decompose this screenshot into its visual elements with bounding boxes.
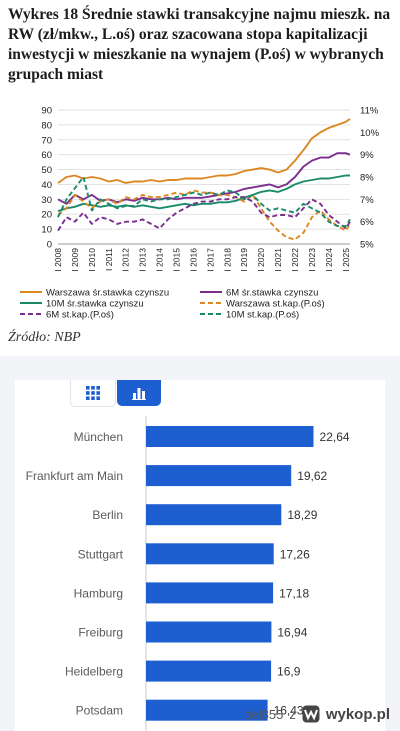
series-line: [57, 118, 351, 184]
y-right-tick-label: 6%: [360, 217, 374, 228]
table-view-button[interactable]: [70, 380, 116, 407]
y-left-tick-label: 10: [41, 225, 52, 236]
legend-label: 10M śr.stawka czynszu: [46, 299, 144, 310]
x-tick-label: I 2008: [53, 248, 63, 272]
legend-label: Warszawa śr.stawka czynszu: [46, 288, 169, 299]
source-note: Źródło: NBP: [8, 330, 81, 345]
series-line: [57, 189, 351, 241]
bar-chart-card: München 22,64 Frankfurt am Main 19,62 Berlin…: [15, 380, 385, 731]
chart-view-button[interactable]: [117, 380, 161, 406]
series-line: [57, 176, 351, 228]
bar-category-label: München: [74, 430, 123, 444]
bar-category-label: Potsdam: [76, 704, 123, 718]
x-tick-label: I 2019: [239, 248, 249, 272]
y-right-tick-label: 5%: [360, 240, 374, 251]
y-right-tick-label: 7%: [360, 195, 374, 206]
x-tick-label: I 2009: [70, 248, 80, 272]
bar-category-label: Berlin: [92, 508, 123, 522]
watermark-username: del855: [244, 706, 284, 722]
bar-category-label: Stuttgart: [78, 547, 124, 561]
x-tick-label: I 2025: [341, 248, 351, 272]
y-left-tick-label: 0: [47, 240, 52, 251]
y-left-tick-label: 50: [41, 165, 52, 176]
y-right-tick-label: 11%: [360, 106, 379, 117]
x-tick-label: I 2021: [273, 248, 283, 272]
series-line: [57, 174, 350, 213]
y-left-tick-label: 20: [41, 210, 52, 221]
rent-line-chart: 0 10 20 30 40 50 60 70 80 90 5% 6% 7% 8% 9% 10% 11% I 200…: [20, 106, 380, 321]
bar: [146, 426, 314, 447]
x-tick-label: I 2024: [324, 248, 334, 272]
bar-value-label: 19,62: [297, 469, 327, 483]
legend-label: 6M st.kap.(P.oś): [46, 310, 114, 321]
bar-value-label: 16,43: [274, 704, 304, 718]
x-tick-label: I 2010: [87, 248, 97, 272]
bar: [146, 582, 274, 604]
bar-value-label: 22,64: [320, 430, 350, 444]
watermark-separator: z: [289, 706, 296, 722]
rent-chart-panel: 0 10 20 30 40 50 60 70 80 90 5% 6% 7% 8% 9% 10% 11% I 200…: [0, 0, 400, 356]
bar-chart-icon: [132, 388, 146, 400]
bar-value-label: 18,29: [287, 508, 317, 522]
legend-label: Warszawa st.kap.(P.oś): [226, 299, 325, 310]
bar-value-label: 17,26: [280, 547, 310, 561]
city-rent-bar-chart: München 22,64 Frankfurt am Main 19,62 Berlin…: [26, 416, 350, 731]
x-tick-label: I 2012: [121, 248, 131, 272]
watermark-brand: wykop.pl: [325, 705, 390, 723]
legend-label: 6M śr.stawka czynszu: [226, 288, 318, 299]
y-right-tick-label: 10%: [360, 128, 380, 139]
x-tick-label: I 2017: [205, 248, 215, 272]
bar: [146, 504, 282, 526]
y-right-tick-label: 8%: [360, 173, 374, 184]
y-left-tick-label: 70: [41, 135, 52, 146]
y-right-tick-label: 9%: [360, 150, 374, 161]
wykop-watermark: del855 z wykop.pl: [244, 703, 390, 725]
chart-title: Wykres 18 Średnie stawki transakcyjne na…: [8, 6, 391, 83]
bar-value-label: 16,94: [277, 626, 307, 640]
y-left-tick-label: 60: [41, 150, 52, 161]
y-left-tick-label: 90: [41, 106, 52, 117]
bar: [146, 543, 274, 565]
y-left-tick-label: 40: [41, 180, 52, 191]
bar-value-label: 16,9: [277, 665, 301, 679]
bar-category-label: Freiburg: [78, 626, 123, 640]
y-left-tick-label: 30: [41, 195, 52, 206]
bar-category-label: Hamburg: [74, 586, 123, 600]
x-tick-label: I 2020: [256, 248, 266, 272]
bar-category-label: Frankfurt am Main: [26, 469, 123, 483]
x-tick-label: I 2016: [188, 248, 198, 272]
legend-label: 10M st.kap.(P.oś): [226, 310, 299, 321]
x-tick-label: I 2011: [104, 248, 114, 271]
x-tick-label: I 2023: [307, 248, 317, 272]
x-tick-label: I 2014: [155, 248, 165, 272]
bar-category-label: Heidelberg: [65, 665, 123, 679]
bar: [146, 621, 272, 643]
bar: [146, 660, 272, 682]
wykop-logo-icon: [302, 705, 320, 723]
x-tick-label: I 2018: [222, 248, 232, 272]
x-tick-label: I 2015: [171, 248, 181, 272]
x-tick-label: I 2013: [138, 248, 148, 272]
y-left-tick-label: 80: [41, 120, 52, 131]
grid-icon: [86, 386, 100, 400]
city-rent-panel: München 22,64 Frankfurt am Main 19,62 Berlin…: [0, 356, 400, 731]
bar: [146, 465, 292, 487]
bar: [146, 699, 268, 721]
x-tick-label: I 2022: [290, 248, 300, 272]
bar-value-label: 17,18: [279, 586, 309, 600]
